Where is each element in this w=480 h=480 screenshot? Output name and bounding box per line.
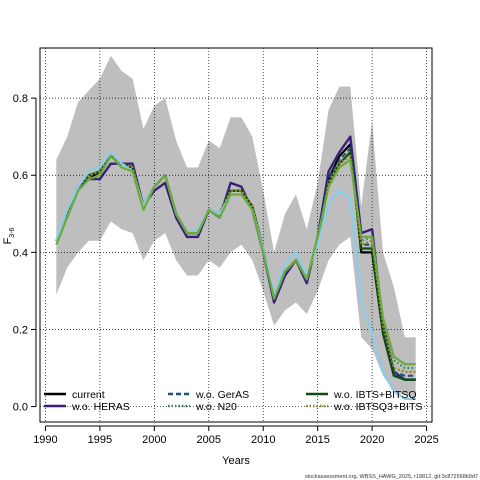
y-axis: 0.0 0.2 0.4 0.6 0.8 [13,93,37,414]
legend-label-3: w.o. N20 [195,401,237,413]
legend-label-1: w.o. HERAS [71,401,130,413]
x-tick-label-0: 1990 [33,434,57,446]
x-tick-label-7: 2025 [414,434,438,446]
y-axis-title: F3-6 [2,227,16,244]
series-line-7 [55,154,416,366]
confidence-band [56,55,416,399]
x-tick-label-2: 2000 [142,434,166,446]
series-line-1 [55,135,416,381]
series-line-5 [55,154,416,373]
legend-label-2: w.o. GerAS [195,389,249,401]
y-axis-title-sub: 3-6 [9,227,16,237]
legend-label-0: current [72,389,105,401]
x-tick-label-4: 2010 [251,434,275,446]
legend-label-4: w.o. IBTS+BITSQ [333,389,417,401]
y-tick-label-3: 0.6 [13,170,28,182]
legend-label-5: w.o. IBTSQ3+BITS [333,401,422,413]
x-axis: 1990 1995 2000 2005 2010 2015 2020 2025 [33,425,439,446]
y-tick-label-1: 0.2 [13,324,28,336]
x-tick-label-5: 2015 [305,434,329,446]
y-axis-title-main: F [2,237,14,244]
x-tick-label-1: 1995 [88,434,112,446]
x-tick-label-3: 2005 [197,434,221,446]
plot-frame [39,47,433,423]
series-group [55,135,416,400]
footer-note: stockassessment.org, WBSS_HAWG_2025, r18… [305,474,478,480]
y-tick-label-2: 0.4 [13,247,28,259]
y-tick-label-0: 0.0 [13,402,28,414]
y-tick-label-4: 0.8 [13,93,28,105]
x-tick-label-6: 2020 [360,434,384,446]
x-axis-title: Years [222,455,250,467]
confidence-band-group [56,55,416,399]
